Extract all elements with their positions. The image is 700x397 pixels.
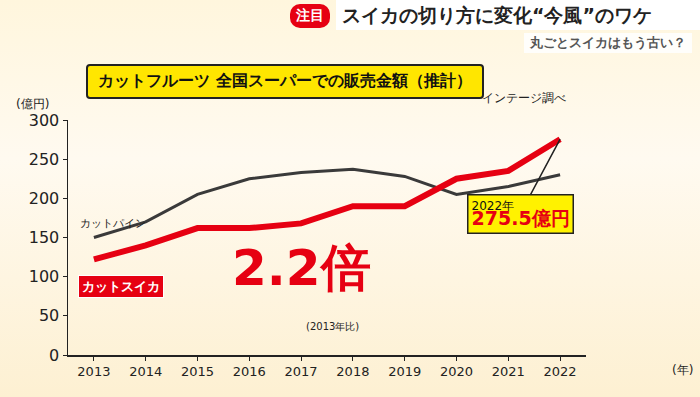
svg-text:(2013年比): (2013年比) — [306, 321, 359, 332]
svg-text:150: 150 — [29, 228, 60, 247]
svg-text:2014: 2014 — [129, 364, 162, 379]
svg-text:カットスイカ: カットスイカ — [82, 279, 160, 294]
svg-text:200: 200 — [29, 189, 60, 208]
html-text:スイカの切り方に変化“今風”のワケ: スイカの切り方に変化“今風”のワケ — [342, 4, 652, 26]
svg-text:50: 50 — [39, 306, 59, 325]
svg-text:100: 100 — [29, 267, 60, 286]
svg-text:2019: 2019 — [388, 364, 421, 379]
svg-text:0: 0 — [49, 346, 59, 365]
svg-text:300: 300 — [29, 111, 60, 130]
html-text:インテージ調べ: インテージ調べ — [482, 91, 566, 105]
svg-text:2022年275.5億円: 2022年275.5億円 — [472, 199, 570, 230]
svg-text:2018: 2018 — [336, 364, 369, 379]
html-text:(年): (年) — [672, 363, 694, 377]
svg-text:250: 250 — [29, 150, 60, 169]
svg-text:2020: 2020 — [440, 364, 473, 379]
svg-text:2015: 2015 — [181, 364, 214, 379]
html-text:丸ごとスイカはもう古い？: 丸ごとスイカはもう古い？ — [530, 35, 686, 50]
svg-text:2022: 2022 — [544, 364, 577, 379]
svg-text:2016: 2016 — [233, 364, 266, 379]
svg-text:2017: 2017 — [285, 364, 318, 379]
svg-text:2021: 2021 — [492, 364, 525, 379]
svg-text:カットパイン: カットパイン — [80, 217, 146, 230]
html-text:カットフルーツ 全国スーパーでの販売金額（推計）: カットフルーツ 全国スーパーでの販売金額（推計） — [98, 71, 472, 90]
svg-text:2013: 2013 — [77, 364, 110, 379]
html-text:注目: 注目 — [296, 7, 324, 23]
svg-text:2.2倍: 2.2倍 — [232, 239, 371, 297]
html-text:(億円): (億円) — [16, 97, 50, 111]
